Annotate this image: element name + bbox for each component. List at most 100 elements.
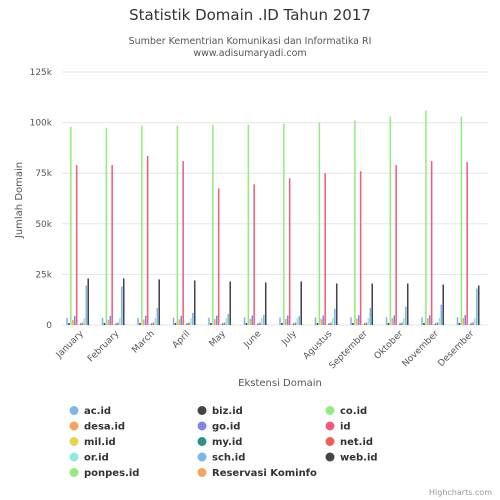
bar[interactable] (324, 173, 326, 325)
bar[interactable] (399, 323, 401, 325)
bar[interactable] (245, 322, 248, 325)
bar[interactable] (395, 165, 397, 325)
bar[interactable] (186, 323, 188, 325)
bar[interactable] (430, 161, 433, 325)
bar[interactable] (154, 317, 157, 325)
bar[interactable] (470, 323, 472, 325)
legend[interactable]: ac.id biz.id co.id desa.id go.id id mil.id my.i… (69, 406, 378, 479)
bar[interactable] (81, 322, 84, 325)
bar[interactable] (190, 317, 192, 325)
bar[interactable] (290, 324, 293, 325)
bar[interactable] (103, 322, 106, 325)
legend-item-label[interactable]: ponpes.id (84, 468, 139, 479)
bar[interactable] (243, 317, 246, 325)
bar[interactable] (427, 318, 429, 325)
bar[interactable] (253, 184, 255, 325)
bar[interactable] (214, 319, 216, 325)
bar[interactable] (436, 322, 439, 325)
legend-marker[interactable] (69, 406, 79, 415)
bar[interactable] (328, 323, 330, 325)
legend-marker[interactable] (197, 452, 207, 462)
bar[interactable] (156, 307, 159, 325)
bar[interactable] (176, 125, 179, 325)
bar[interactable] (146, 156, 149, 325)
legend-marker[interactable] (197, 468, 207, 477)
legend-marker[interactable] (197, 437, 207, 446)
bar[interactable] (350, 317, 352, 325)
bar[interactable] (476, 288, 478, 325)
bar[interactable] (251, 315, 253, 325)
bar[interactable] (180, 315, 182, 325)
bar[interactable] (225, 317, 228, 325)
bar[interactable] (107, 319, 110, 325)
bar[interactable] (143, 319, 145, 325)
legend-item-label[interactable]: biz.id (212, 406, 243, 417)
bar[interactable] (215, 315, 218, 325)
legend-item-label[interactable]: mil.id (84, 437, 116, 448)
bar[interactable] (316, 322, 319, 325)
bar[interactable] (193, 280, 196, 325)
legend-item-label[interactable]: desa.id (84, 422, 125, 433)
bar[interactable] (141, 125, 143, 325)
bar[interactable] (389, 116, 392, 325)
bar[interactable] (172, 317, 175, 325)
bar[interactable] (229, 281, 231, 325)
bar[interactable] (320, 318, 323, 325)
legend-marker[interactable] (325, 437, 335, 446)
bar[interactable] (87, 278, 89, 325)
legend-item-label[interactable]: co.id (340, 406, 367, 417)
bar[interactable] (217, 188, 220, 325)
legend-marker[interactable] (325, 452, 335, 462)
bar[interactable] (184, 324, 186, 325)
bar[interactable] (322, 315, 324, 325)
bar[interactable] (462, 317, 465, 325)
bar[interactable] (474, 317, 476, 325)
bar[interactable] (479, 324, 482, 325)
bar[interactable] (111, 165, 113, 325)
bar[interactable] (456, 317, 459, 325)
bar[interactable] (337, 324, 340, 325)
bar[interactable] (335, 283, 338, 325)
bar[interactable] (68, 322, 70, 325)
bar[interactable] (408, 324, 411, 325)
bar[interactable] (285, 318, 287, 325)
bar[interactable] (279, 317, 281, 325)
bar[interactable] (174, 322, 177, 325)
bar[interactable] (354, 120, 356, 325)
bar[interactable] (150, 323, 153, 325)
bar[interactable] (158, 279, 160, 325)
bar[interactable] (359, 171, 362, 325)
bar[interactable] (70, 126, 72, 326)
bar[interactable] (440, 304, 443, 325)
bar[interactable] (397, 324, 399, 325)
legend-item-label[interactable]: go.id (212, 422, 240, 433)
legend-item-label[interactable]: ac.id (84, 406, 111, 417)
bar[interactable] (294, 322, 297, 325)
bar[interactable] (188, 322, 190, 325)
bar[interactable] (137, 317, 139, 325)
bar[interactable] (192, 312, 194, 325)
bar[interactable] (72, 319, 74, 325)
bar[interactable] (361, 324, 364, 325)
bar[interactable] (401, 322, 403, 325)
bar[interactable] (247, 124, 250, 326)
bar[interactable] (477, 285, 480, 325)
bar[interactable] (75, 165, 78, 325)
bar[interactable] (119, 317, 121, 325)
bar[interactable] (356, 318, 358, 325)
bar[interactable] (369, 307, 372, 325)
bar[interactable] (300, 281, 302, 325)
bar[interactable] (403, 317, 405, 325)
bar[interactable] (85, 285, 88, 325)
bar[interactable] (373, 324, 375, 325)
credits-link[interactable]: Highcharts.com (429, 488, 492, 497)
bar[interactable] (89, 324, 91, 325)
bar[interactable] (421, 317, 423, 325)
bar[interactable] (152, 322, 155, 325)
bar[interactable] (432, 324, 435, 325)
legend-item-label[interactable]: id (340, 422, 351, 433)
bar[interactable] (371, 283, 373, 325)
bar[interactable] (210, 322, 212, 325)
bar[interactable] (101, 317, 104, 325)
bar[interactable] (464, 315, 466, 325)
